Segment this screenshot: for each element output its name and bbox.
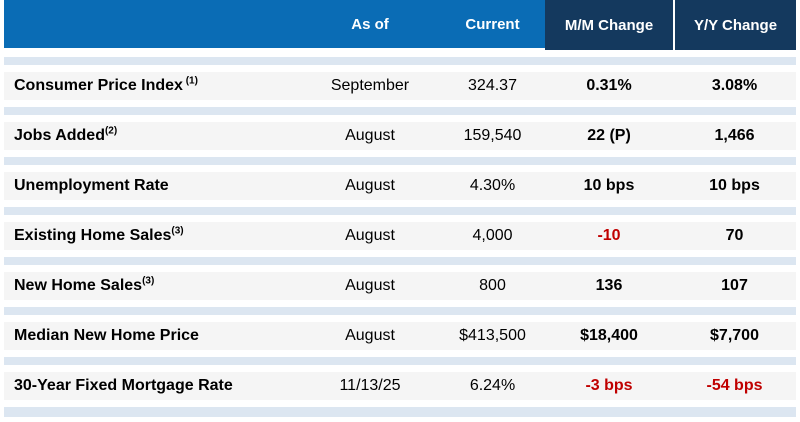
as-of-cell: August xyxy=(345,277,395,294)
mm-change-cell: -10 xyxy=(597,227,621,244)
row-separator xyxy=(4,57,796,65)
yy-change-cell: 1,466 xyxy=(714,127,755,144)
mm-change-cell: 22 (P) xyxy=(587,127,631,144)
row-label: Unemployment Rate xyxy=(4,177,300,195)
mm-change-cell: 10 bps xyxy=(583,177,635,194)
header-cell-mm-change: M/M Change xyxy=(545,0,673,50)
footnote-superscript: (3) xyxy=(142,275,155,287)
header-cell-as-of: As of xyxy=(300,0,440,48)
row-separator xyxy=(4,357,796,365)
as-of-cell: August xyxy=(345,127,395,144)
header-cell-blank xyxy=(4,0,300,48)
yy-change-cell: 10 bps xyxy=(709,177,760,194)
table-row-jobs-added: Jobs Added(2) August 159,540 22 (P) 1,46… xyxy=(4,122,796,150)
row-label: Jobs Added(2) xyxy=(4,125,300,145)
as-of-cell: 11/13/25 xyxy=(339,377,401,394)
row-label: Median New Home Price xyxy=(4,327,300,345)
mm-change-cell: 136 xyxy=(595,277,623,294)
mm-change-cell: $18,400 xyxy=(580,327,638,344)
row-separator xyxy=(4,207,796,215)
row-separator xyxy=(4,407,796,417)
current-cell: 159,540 xyxy=(463,127,522,144)
table-row-new-home-sales: New Home Sales(3) August 800 136 107 xyxy=(4,272,796,300)
current-cell: 324.37 xyxy=(468,77,517,94)
as-of-cell: August xyxy=(345,227,395,244)
row-separator xyxy=(4,107,796,115)
current-cell: $413,500 xyxy=(459,327,526,344)
yy-change-cell: 70 xyxy=(725,227,744,244)
row-separator xyxy=(4,257,796,265)
header-cell-current: Current xyxy=(440,0,545,48)
header-cell-yy-change: Y/Y Change xyxy=(673,0,796,50)
row-label: New Home Sales(3) xyxy=(4,275,300,295)
as-of-cell: August xyxy=(345,327,395,344)
footnote-superscript: (2) xyxy=(104,125,118,137)
yy-change-cell: 3.08% xyxy=(711,77,758,94)
mm-change-cell: 0.31% xyxy=(586,77,632,94)
row-label: 30-Year Fixed Mortgage Rate xyxy=(4,377,300,395)
current-cell: 6.24% xyxy=(469,377,516,394)
mm-change-cell: -3 bps xyxy=(585,377,633,394)
table-row-existing-home-sales: Existing Home Sales(3) August 4,000 -10 … xyxy=(4,222,796,250)
economic-indicators-table: As of Current M/M Change Y/Y Change Cons… xyxy=(4,0,796,417)
row-label: Existing Home Sales(3) xyxy=(4,225,300,245)
current-cell: 800 xyxy=(479,277,506,294)
row-label: Consumer Price Index (1) xyxy=(4,75,300,95)
current-cell: 4.30% xyxy=(469,177,516,194)
row-label-text: Existing Home Sales xyxy=(14,227,172,244)
row-label-text: Median New Home Price xyxy=(14,327,199,344)
row-label-text: Jobs Added xyxy=(14,127,105,144)
table-row-unemployment-rate: Unemployment Rate August 4.30% 10 bps 10… xyxy=(4,172,796,200)
row-label-text: 30-Year Fixed Mortgage Rate xyxy=(14,377,233,394)
as-of-cell: September xyxy=(330,77,410,94)
yy-change-cell: 107 xyxy=(721,277,748,294)
row-separator xyxy=(4,307,796,315)
row-separator xyxy=(4,157,796,165)
table-row-median-new-home-price: Median New Home Price August $413,500 $1… xyxy=(4,322,796,350)
yy-change-cell: $7,700 xyxy=(710,327,759,344)
current-cell: 4,000 xyxy=(472,227,513,244)
table-row-30-year-fixed-mortgage-rate: 30-Year Fixed Mortgage Rate 11/13/25 6.2… xyxy=(4,372,796,400)
yy-change-cell: -54 bps xyxy=(706,377,763,394)
footnote-superscript: (1) xyxy=(182,75,198,87)
table-header-row: As of Current M/M Change Y/Y Change xyxy=(4,0,796,50)
row-label-text: Consumer Price Index xyxy=(14,77,183,94)
table-row-consumer-price-index: Consumer Price Index (1) September 324.3… xyxy=(4,72,796,100)
footnote-superscript: (3) xyxy=(171,225,184,237)
row-label-text: New Home Sales xyxy=(14,277,143,294)
row-label-text: Unemployment Rate xyxy=(14,177,169,194)
as-of-cell: August xyxy=(345,177,395,194)
